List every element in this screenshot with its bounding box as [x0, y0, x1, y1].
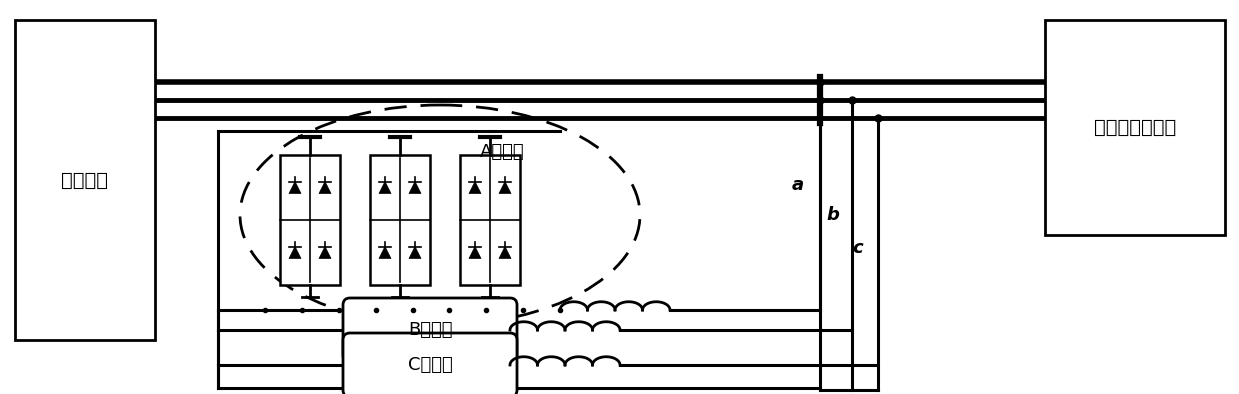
Bar — [460, 155, 520, 285]
Polygon shape — [379, 247, 392, 258]
Polygon shape — [470, 182, 481, 193]
Text: B相链节: B相链节 — [408, 321, 452, 339]
FancyBboxPatch shape — [343, 298, 517, 362]
Bar — [280, 155, 339, 285]
Polygon shape — [470, 247, 481, 258]
Text: C相链节: C相链节 — [408, 356, 452, 374]
Polygon shape — [379, 182, 392, 193]
Polygon shape — [409, 247, 421, 258]
Polygon shape — [318, 182, 331, 193]
Polygon shape — [409, 182, 421, 193]
Polygon shape — [318, 247, 331, 258]
Text: c: c — [852, 239, 864, 257]
Bar — [15, 20, 155, 340]
Bar — [370, 155, 430, 285]
FancyBboxPatch shape — [343, 333, 517, 394]
Polygon shape — [499, 182, 510, 193]
Polygon shape — [289, 182, 301, 193]
Bar — [1044, 20, 1225, 235]
Text: b: b — [826, 206, 840, 224]
Polygon shape — [499, 247, 510, 258]
Polygon shape — [289, 247, 301, 258]
Text: a: a — [792, 176, 804, 194]
Text: 三相不平衡负荷: 三相不平衡负荷 — [1094, 118, 1176, 137]
Text: 三相电网: 三相电网 — [62, 171, 109, 190]
Text: A相链节: A相链节 — [479, 143, 524, 161]
